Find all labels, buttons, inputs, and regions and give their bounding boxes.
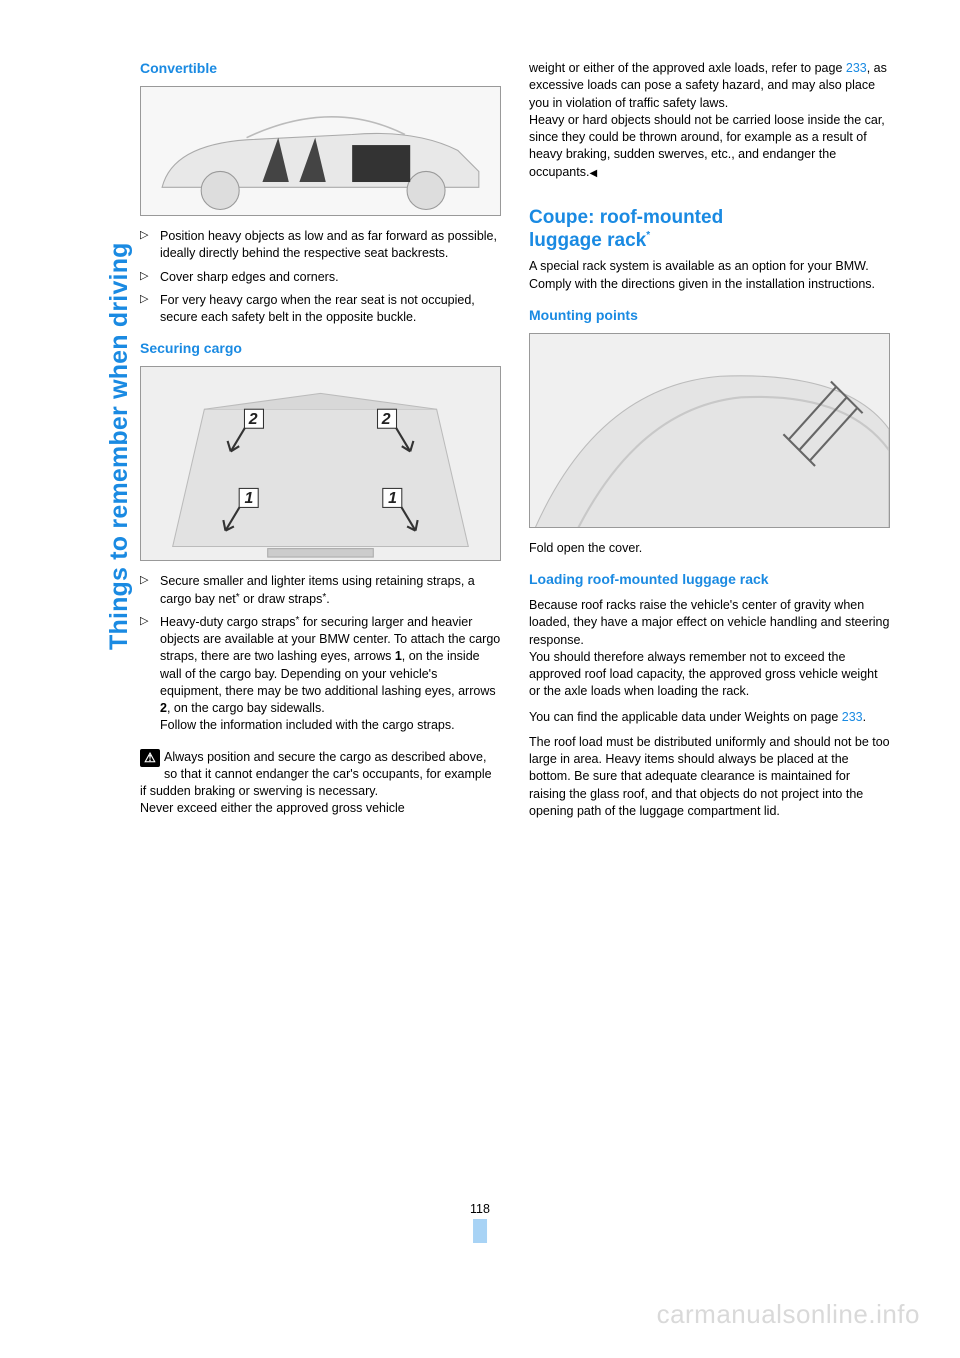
- bullet-item: Heavy-duty cargo straps* for securing la…: [140, 614, 501, 735]
- paragraph: A special rack system is available as an…: [529, 258, 890, 293]
- warning-text: Always position and secure the cargo as …: [140, 750, 492, 799]
- page-link[interactable]: 233: [846, 61, 867, 75]
- right-column: weight or either of the approved axle lo…: [529, 60, 890, 828]
- roof-illustration: [530, 334, 889, 528]
- svg-text:1: 1: [388, 490, 397, 507]
- heading-mounting-points: Mounting points: [529, 307, 890, 323]
- securing-bullets: Secure smaller and lighter items using r…: [140, 573, 501, 734]
- paragraph: You can find the applicable data under W…: [529, 709, 890, 726]
- asterisk: *: [646, 230, 650, 241]
- figure-cargo-bay: 2 2 1 1: [140, 366, 501, 561]
- end-marker: ◀: [589, 168, 597, 179]
- bullet-item: Position heavy objects as low and as far…: [140, 228, 501, 263]
- left-column: Convertible Position heavy objects as lo…: [140, 60, 501, 828]
- heading-securing-cargo: Securing cargo: [140, 340, 501, 356]
- bullet-item: For very heavy cargo when the rear seat …: [140, 292, 501, 327]
- bullet-item: Cover sharp edges and corners.: [140, 269, 501, 286]
- text: Heavy-duty cargo straps: [160, 615, 295, 629]
- paragraph: weight or either of the approved axle lo…: [529, 60, 890, 181]
- svg-text:2: 2: [248, 411, 258, 428]
- page-number-bar: [473, 1219, 487, 1243]
- page-number-text: 118: [470, 1202, 490, 1216]
- text: luggage rack: [529, 230, 646, 251]
- text: .: [863, 710, 866, 724]
- text: weight or either of the approved axle lo…: [529, 61, 846, 75]
- bullet-item: Secure smaller and lighter items using r…: [140, 573, 501, 608]
- heading-coupe-roof: Coupe: roof-mounted luggage rack*: [529, 207, 890, 253]
- svg-text:2: 2: [381, 411, 391, 428]
- arrow-ref-2: 2: [160, 701, 167, 715]
- heading-loading-rack: Loading roof-mounted luggage rack: [529, 571, 890, 587]
- text: or draw straps: [240, 592, 323, 606]
- heading-convertible: Convertible: [140, 60, 501, 76]
- text: You should therefore always remember not…: [529, 650, 878, 699]
- cargo-illustration: 2 2 1 1: [141, 367, 500, 561]
- warning-icon: ⚠: [140, 749, 160, 767]
- convertible-bullets: Position heavy objects as low and as far…: [140, 228, 501, 326]
- figure-convertible: [140, 86, 501, 216]
- text: Follow the information included with the…: [160, 718, 455, 732]
- text: Because roof racks raise the vehicle's c…: [529, 598, 889, 647]
- convertible-illustration: [141, 87, 500, 216]
- warning-text: Never exceed either the approved gross v…: [140, 801, 405, 815]
- warning-block: ⚠ Always position and secure the cargo a…: [140, 749, 501, 818]
- watermark: carmanualsonline.info: [657, 1299, 920, 1330]
- figure-roof-mounting: [529, 333, 890, 528]
- page-number: 118: [470, 1202, 490, 1243]
- text: You can find the applicable data under W…: [529, 710, 842, 724]
- section-title-vertical: Things to remember when driving: [105, 242, 134, 650]
- text: Coupe: roof-mounted: [529, 207, 723, 228]
- content-columns: Convertible Position heavy objects as lo…: [140, 60, 890, 828]
- svg-text:1: 1: [244, 490, 253, 507]
- text: .: [326, 592, 329, 606]
- paragraph: Because roof racks raise the vehicle's c…: [529, 597, 890, 701]
- arrow-ref-1: 1: [395, 649, 402, 663]
- page-link[interactable]: 233: [842, 710, 863, 724]
- paragraph: The roof load must be distributed unifor…: [529, 734, 890, 820]
- text: , on the cargo bay sidewalls.: [167, 701, 325, 715]
- text: Heavy or hard objects should not be carr…: [529, 113, 885, 179]
- paragraph: Fold open the cover.: [529, 540, 890, 557]
